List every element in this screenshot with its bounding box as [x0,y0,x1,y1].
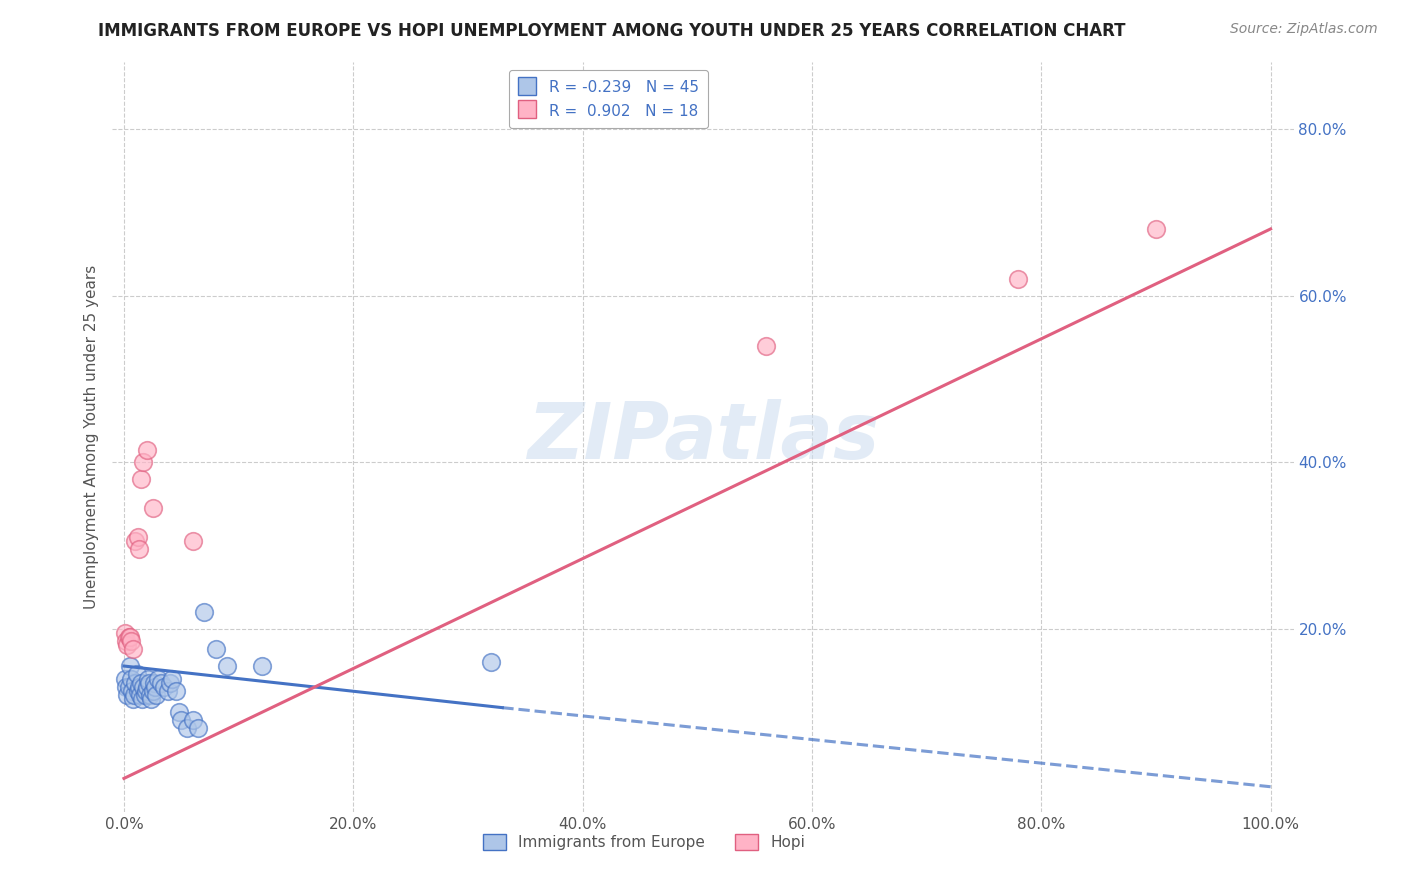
Point [250,659,273,673]
Point [165,684,187,698]
Point [118,659,141,673]
Point [139,688,162,702]
Point [149,675,172,690]
Point [132,680,155,694]
Point [128,542,150,557]
Point [159,675,181,690]
Point [142,500,165,515]
Point [148,672,170,686]
Point [153,680,176,694]
Point [167,705,190,719]
Point [115,634,138,648]
Text: ZIPatlas: ZIPatlas [527,399,879,475]
Point [134,688,156,702]
Point [124,675,146,690]
Text: Source: ZipAtlas.com: Source: ZipAtlas.com [1230,22,1378,37]
Point [127,530,149,544]
Point [117,688,139,702]
Point [117,638,139,652]
Point [114,625,136,640]
Point [129,688,152,702]
Point [138,675,160,690]
Point [187,722,209,736]
Point [129,472,152,486]
Point [479,655,502,669]
Point [122,642,145,657]
Point [136,672,159,686]
Legend: Immigrants from Europe, Hopi: Immigrants from Europe, Hopi [477,829,811,856]
Point [156,684,179,698]
Point [128,680,150,694]
Point [181,713,204,727]
Point [120,634,142,648]
Point [170,713,193,727]
Point [132,455,155,469]
Point [135,680,157,694]
Point [129,675,152,690]
Point [120,672,142,686]
Point [124,534,146,549]
Point [115,680,138,694]
Point [127,684,149,698]
Point [160,672,183,686]
Point [122,692,145,706]
Point [142,675,165,690]
Point [204,642,226,657]
Point [176,722,198,736]
Text: IMMIGRANTS FROM EUROPE VS HOPI UNEMPLOYMENT AMONG YOUTH UNDER 25 YEARS CORRELATI: IMMIGRANTS FROM EUROPE VS HOPI UNEMPLOYM… [98,22,1126,40]
Point [122,688,145,702]
Point [141,692,163,706]
Point [117,630,139,644]
Y-axis label: Unemployment Among Youth under 25 years: Unemployment Among Youth under 25 years [83,265,98,609]
Point [145,688,167,702]
Point [135,684,157,698]
Point [217,659,239,673]
Point [193,605,215,619]
Point [117,680,139,694]
Point [181,534,204,549]
Point [125,667,148,681]
Point [118,630,141,644]
Point [131,692,153,706]
Point [142,684,165,698]
Point [1144,222,1167,236]
Point [755,338,778,352]
Point [143,680,166,694]
Point [1007,272,1029,286]
Point [135,442,157,457]
Point [121,684,143,698]
Point [114,672,136,686]
